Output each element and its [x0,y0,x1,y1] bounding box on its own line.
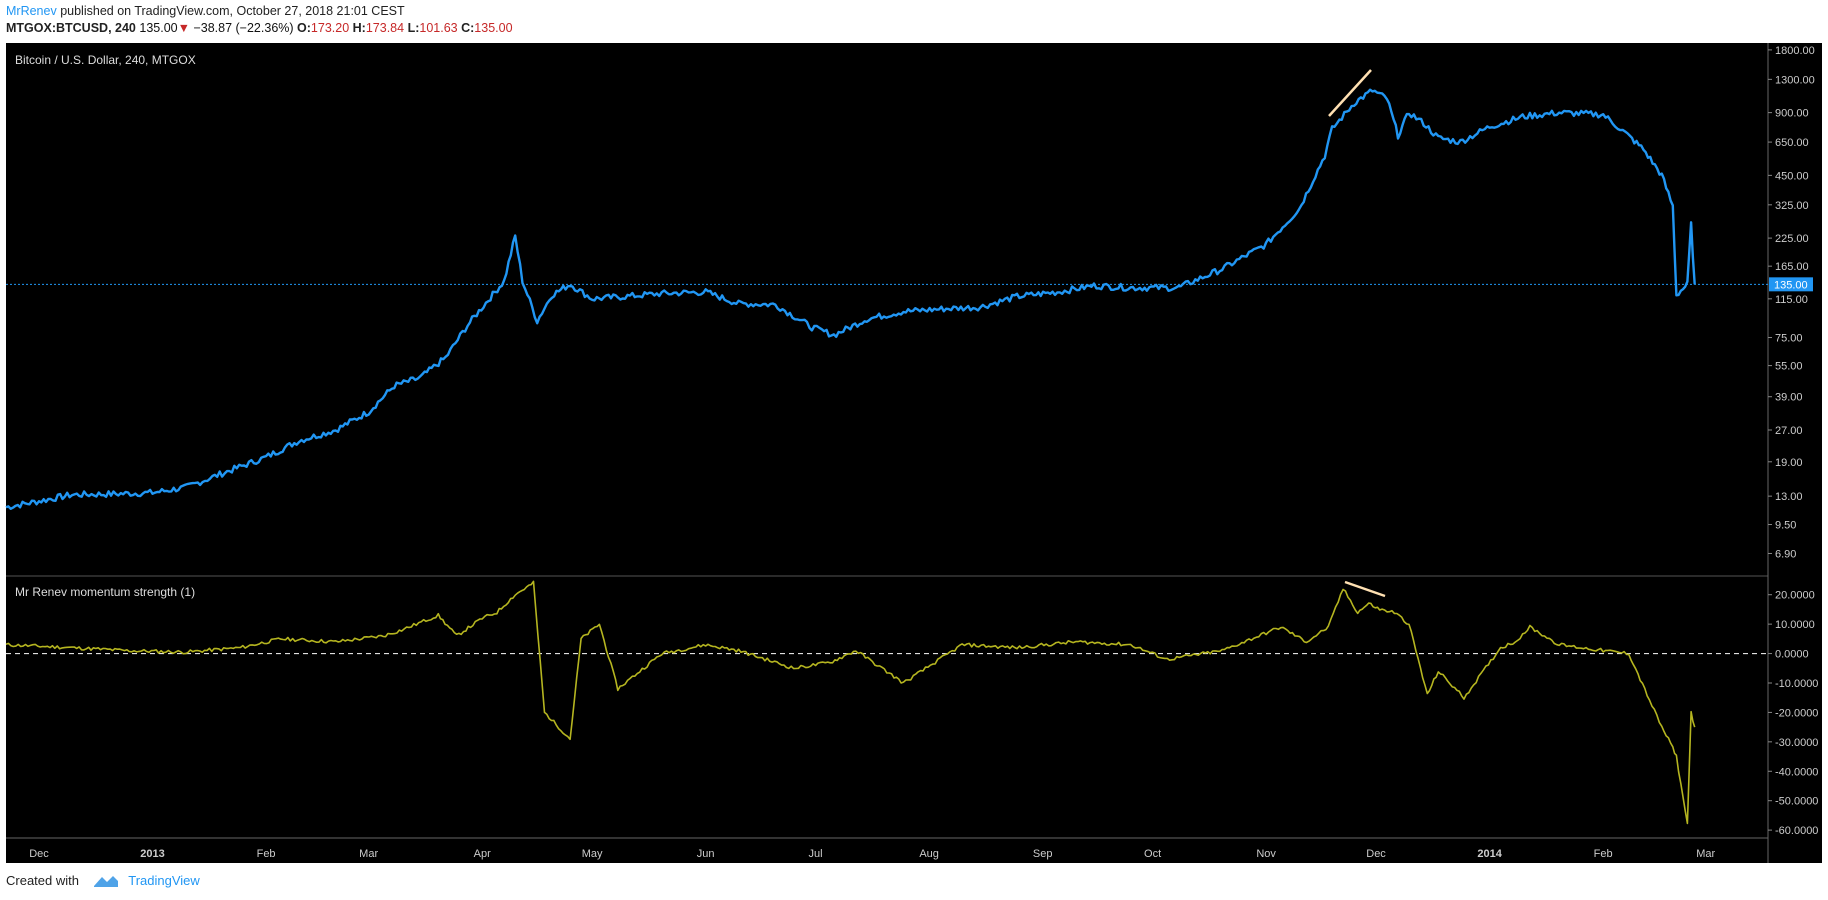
price-change: −38.87 (−22.36%) [193,21,294,35]
time-axis[interactable]: Dec 2013 Feb Mar Apr May Jun Jul Aug Sep Oct Nov Dec… [29,848,1715,860]
close-label: C: [461,21,475,35]
price-tick-label: 1800.00 [1775,45,1815,57]
oscillator-pane-title: Mr Renev momentum strength (1) [15,585,195,599]
close-value: 135.00 [474,21,513,35]
oscillator-tick-label: -40.0000 [1775,766,1818,778]
time-tick-label: Aug [919,848,939,860]
time-tick-label: Feb [257,848,276,860]
price-series-line [5,88,1696,510]
price-tick-label: 6.90 [1775,548,1796,560]
price-tick-label: 1300.00 [1775,74,1815,86]
chart-header: MrRenev published on TradingView.com, Oc… [6,3,513,37]
price-axis[interactable]: 1800.00 1300.00 900.00 650.00 450.00 325.00 22… [1768,45,1815,561]
low-value: 101.63 [419,21,458,35]
down-arrow-icon: ▼ [177,21,190,35]
created-with-text: Created with [6,873,79,888]
price-tick-label: 115.00 [1775,294,1808,306]
price-tick-label: 9.50 [1775,520,1796,532]
oscillator-series-line [5,580,1696,825]
price-tick-label: 225.00 [1775,233,1809,245]
high-value: 173.84 [365,21,405,35]
open-value: 173.20 [310,21,350,35]
symbol-label: MTGOX:BTCUSD, 240 [6,21,136,35]
oscillator-tick-label: -30.0000 [1775,737,1818,749]
time-tick-label: May [582,848,603,860]
momentum-trendline-annotation[interactable] [1344,580,1386,598]
time-tick-label: Jun [697,848,715,860]
oscillator-tick-label: -20.0000 [1775,707,1818,719]
price-pane-title: Bitcoin / U.S. Dollar, 240, MTGOX [15,53,196,67]
price-tick-label: 27.00 [1775,425,1803,437]
price-tick-label: 75.00 [1775,333,1803,345]
oscillator-tick-label: -10.0000 [1775,678,1818,690]
price-trendline-annotation[interactable] [1328,69,1372,117]
time-tick-label: Nov [1256,848,1276,860]
quote-line: MTGOX:BTCUSD, 240 135.00▼ −38.87 (−22.36… [6,20,513,37]
price-tick-label: 19.00 [1775,457,1803,469]
low-label: L: [407,21,420,35]
time-tick-label: Mar [1696,848,1715,860]
oscillator-tick-label: 20.0000 [1775,590,1815,602]
time-tick-label: 2013 [140,848,164,860]
last-price-badge-bg [1769,277,1813,292]
time-tick-label: Jul [809,848,823,860]
time-tick-label: 2014 [1477,848,1502,860]
price-tick-label: 325.00 [1775,200,1809,212]
price-tick-label: 650.00 [1775,137,1809,149]
oscillator-tick-label: 0.0000 [1775,649,1809,661]
oscillator-tick-label: -50.0000 [1775,796,1818,808]
author-link[interactable]: MrRenev [6,4,57,18]
time-tick-label: Sep [1033,848,1053,860]
published-text: published on TradingView.com, October 27… [60,4,405,18]
time-tick-label: Oct [1144,848,1161,860]
price-tick-label: 39.00 [1775,392,1803,404]
time-tick-label: Feb [1594,848,1613,860]
time-tick-label: Mar [359,848,378,860]
last-price: 135.00 [139,21,178,35]
time-tick-label: Apr [474,848,491,860]
chart-background [6,43,1822,863]
oscillator-tick-label: 10.0000 [1775,619,1815,631]
tradingview-link[interactable]: TradingView [128,873,200,888]
time-tick-label: Dec [29,848,49,860]
publish-line: MrRenev published on TradingView.com, Oc… [6,3,513,20]
tradingview-logo-icon [93,876,118,887]
open-label: O: [297,21,311,35]
price-tick-label: 13.00 [1775,491,1803,503]
high-label: H: [352,21,366,35]
price-tick-label: 900.00 [1775,108,1809,120]
price-tick-label: 450.00 [1775,170,1809,182]
price-tick-label: 165.00 [1775,261,1809,273]
time-tick-label: Dec [1366,848,1386,860]
oscillator-axis[interactable]: 20.0000 10.0000 0.0000 -10.0000 -20.0000 -30.… [1768,590,1818,837]
oscillator-tick-label: -60.0000 [1775,825,1818,837]
footer: Created with TradingView [6,873,200,888]
last-price-badge-label: 135.00 [1774,279,1808,291]
last-price-badge: 135.00 [1769,277,1813,292]
price-tick-label: 55.00 [1775,361,1803,373]
